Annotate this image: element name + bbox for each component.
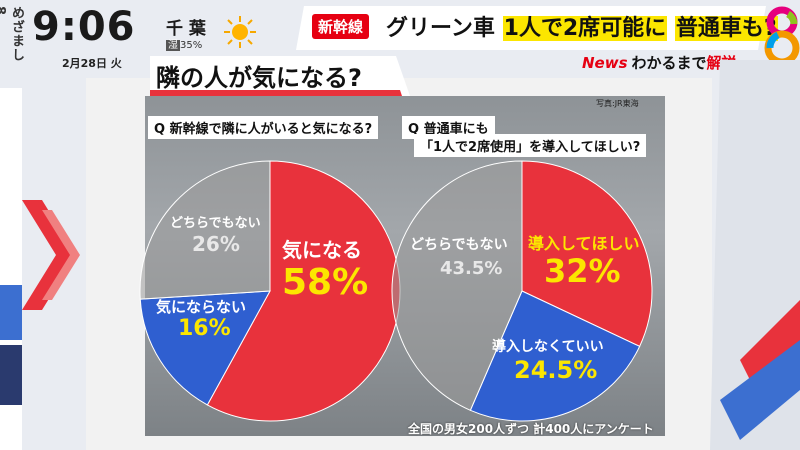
slice-value-dounyu-hoshii: 32% <box>544 252 621 290</box>
slice-value-kininaru: 58% <box>282 262 369 303</box>
headline-highlight-1: 1人で2席可能に <box>502 16 668 41</box>
clock: 9:06 <box>32 4 136 50</box>
humidity-value: 35% <box>180 40 203 51</box>
headline-part-1: グリーン車 <box>386 16 503 41</box>
slice-label-dochiramo-1: どちらでもない <box>170 216 261 231</box>
headline-space <box>667 16 675 41</box>
headline-highlight-2: 普通車も? <box>674 16 778 41</box>
slice-value-dochiramo-1: 26% <box>192 232 240 256</box>
question-2-label-line-1: Q 普通車にも <box>402 116 495 139</box>
title-banner <box>150 56 410 96</box>
show-logo: めざまし8 <box>0 6 24 62</box>
date: 2月28日 火 <box>62 57 122 70</box>
humidity-label: 湿 <box>166 40 180 51</box>
slice-label-kininaru: 気になる <box>282 238 362 262</box>
left-arrow-decoration <box>22 200 80 310</box>
left-blue-block <box>0 285 22 340</box>
humidity: 湿 35% <box>166 36 202 51</box>
slice-label-dochiramo-2: どちらでもない <box>410 237 508 253</box>
news-label: News <box>582 54 628 72</box>
slice-value-kininaranai: 16% <box>178 316 231 341</box>
left-dark-block <box>0 345 22 405</box>
question-2-label-line-2: 「1人で2席使用」を導入してほしい? <box>414 134 647 157</box>
slice-value-dounyu-shinakute: 24.5% <box>514 356 598 384</box>
question-1-label: Q 新幹線で隣に人がいると気になる? <box>148 116 379 139</box>
right-decoration <box>710 60 800 450</box>
headline-text: グリーン車 1人で2席可能に 普通車も? <box>386 10 778 42</box>
slice-label-kininaranai: 気にならない <box>156 298 247 316</box>
board-title: 隣の人が気になる? <box>156 64 362 92</box>
slice-label-dounyu-hoshii: 導入してほしい <box>528 234 640 253</box>
photo-credit: 写真:JR東海 <box>596 99 639 108</box>
weather-city: 千 葉 <box>166 19 206 39</box>
slice-label-dounyu-shinakute: 導入しなくていい <box>492 339 604 355</box>
survey-note: 全国の男女200人ずつ 計400人にアンケート <box>408 422 654 436</box>
slice-value-dochiramo-2: 43.5% <box>440 258 503 279</box>
topic-tag: 新幹線 <box>312 14 370 39</box>
sun-icon <box>224 16 256 48</box>
news-sub-text: わかるまで <box>631 54 707 72</box>
